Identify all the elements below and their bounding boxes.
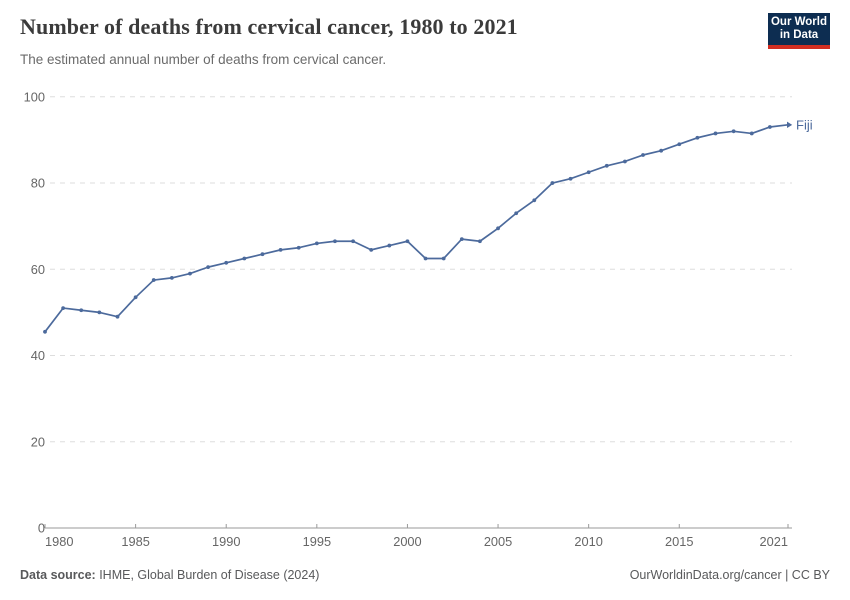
data-point (731, 129, 736, 134)
data-point (61, 306, 66, 310)
y-tick-label: 100 (24, 89, 45, 104)
y-tick-label: 40 (31, 348, 45, 363)
credit-line: OurWorldinData.org/cancer | CC BY (629, 568, 830, 582)
data-point (677, 142, 682, 147)
y-tick-label: 80 (31, 176, 45, 191)
y-tick-label: 20 (31, 434, 45, 449)
data-source-label: Data source: (20, 568, 96, 582)
x-tick-label: 2005 (484, 534, 512, 549)
x-tick-label: 2000 (393, 534, 421, 549)
x-tick-label: 2021 (760, 534, 788, 549)
data-point (206, 265, 210, 270)
owid-logo: Our World in Data (768, 13, 830, 49)
data-point (351, 239, 355, 244)
data-point (224, 260, 229, 265)
data-point (296, 245, 301, 250)
data-point (79, 308, 84, 313)
series-label: Fiji (796, 117, 813, 132)
x-tick-label: 1990 (212, 534, 240, 549)
data-point (333, 239, 337, 244)
data-point (405, 239, 410, 244)
data-point (514, 211, 519, 216)
y-tick-label: 0 (38, 521, 45, 536)
data-point (169, 276, 174, 280)
data-point (242, 256, 247, 261)
data-point (749, 131, 754, 136)
data-point (713, 131, 718, 136)
data-point (441, 256, 446, 261)
data-point (43, 329, 47, 334)
chart-subtitle: The estimated annual number of deaths fr… (20, 52, 387, 67)
data-point (623, 159, 627, 164)
x-tick-label: 2015 (665, 534, 693, 549)
data-point (369, 247, 374, 252)
data-point (133, 295, 138, 300)
data-point (532, 198, 537, 203)
data-point (695, 135, 700, 140)
page-title: Number of deaths from cervical cancer, 1… (20, 14, 518, 39)
data-point (188, 271, 192, 276)
data-source-text: IHME, Global Burden of Disease (2024) (95, 568, 320, 582)
data-point (659, 148, 664, 153)
data-point (568, 176, 573, 181)
data-point (550, 181, 555, 185)
x-tick-label: 1995 (303, 534, 331, 549)
data-point (314, 241, 319, 246)
chart-footer: Data source: IHME, Global Burden of Dise… (20, 568, 830, 582)
data-line (44, 123, 789, 333)
data-point (278, 247, 283, 252)
y-tick-label: 60 (31, 262, 45, 277)
x-tick-label: 1980 (45, 534, 73, 549)
data-point (767, 125, 772, 129)
data-point (151, 278, 156, 282)
owid-logo-line2: in Data (779, 29, 819, 41)
x-tick-label: 2010 (574, 534, 602, 549)
data-point (586, 170, 591, 175)
data-point (478, 239, 482, 244)
owid-logo-line1: Our World (770, 16, 827, 28)
data-point (97, 310, 102, 315)
data-point (459, 237, 464, 241)
data-point (423, 256, 428, 261)
data-point (260, 252, 265, 257)
data-point (641, 153, 645, 157)
data-point (115, 314, 120, 319)
series-end-arrow (787, 121, 793, 129)
x-tick-label: 1985 (121, 534, 149, 549)
data-point (604, 163, 609, 168)
data-point (496, 226, 500, 231)
data-source: Data source: IHME, Global Burden of Dise… (20, 568, 319, 582)
data-point (387, 243, 392, 248)
